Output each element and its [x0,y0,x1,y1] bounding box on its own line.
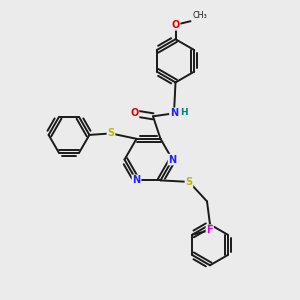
Text: N: N [168,154,177,165]
Text: N: N [170,108,178,118]
Text: S: S [185,177,193,187]
Text: CH₃: CH₃ [192,11,207,20]
Text: S: S [107,128,115,138]
Text: O: O [130,108,139,118]
Text: H: H [180,108,188,117]
Text: N: N [132,176,141,185]
Text: F: F [206,225,213,235]
Text: O: O [171,20,180,30]
